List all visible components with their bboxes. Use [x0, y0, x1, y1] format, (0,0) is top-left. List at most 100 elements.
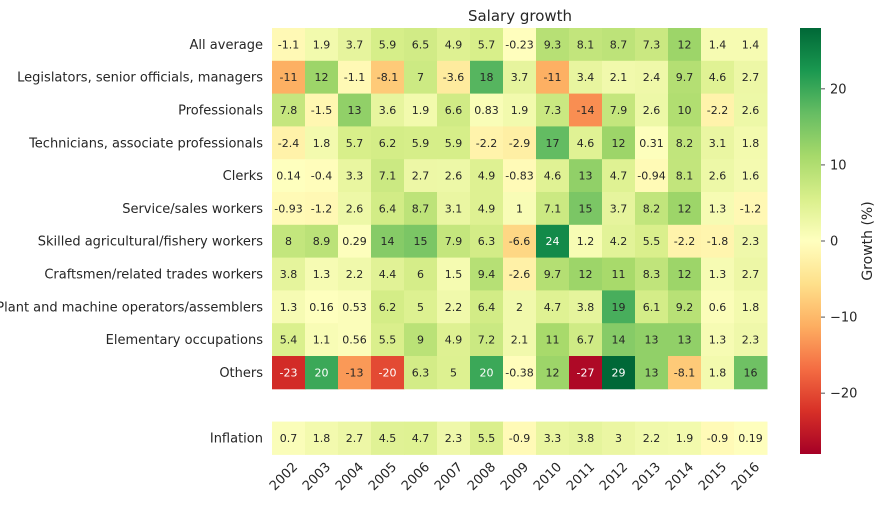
cell-value-label: 4.7	[610, 170, 628, 183]
cell-value-label: -0.4	[311, 170, 332, 183]
column-label: 2004	[333, 460, 367, 494]
heatmap-cell	[470, 126, 504, 160]
cell-value-label: 5.5	[478, 432, 496, 445]
cell-value-label: 3.1	[445, 202, 463, 215]
cell-value-label: 13	[678, 334, 692, 347]
heatmap-cell	[569, 224, 603, 259]
colorbar-label: Growth (%)	[860, 201, 876, 280]
heatmap-cell	[635, 356, 669, 390]
cell-value-label: -0.9	[707, 432, 728, 445]
cell-value-label: 1.3	[280, 301, 298, 314]
heatmap-cell	[635, 93, 669, 127]
heatmap-cell	[734, 323, 768, 357]
heatmap-cell	[371, 290, 405, 324]
heatmap-cell	[569, 93, 603, 127]
cell-value-label: 1	[516, 202, 523, 215]
cell-value-label: 2.1	[511, 334, 529, 347]
heatmap-cell	[635, 159, 669, 193]
cell-value-label: 1.8	[313, 432, 331, 445]
heatmap-cell	[701, 290, 735, 324]
heatmap-cell	[470, 28, 504, 62]
column-label: 2002	[267, 460, 301, 494]
heatmap-cell	[503, 192, 537, 226]
column-label: 2011	[564, 460, 598, 494]
heatmap-cell	[503, 93, 537, 127]
heatmap-cell	[437, 126, 471, 160]
heatmap-cell	[668, 421, 702, 455]
heatmap-cell	[569, 126, 603, 160]
heatmap-cell	[536, 224, 570, 259]
cell-value-label: 10	[678, 104, 692, 117]
heatmap-cell	[701, 126, 735, 160]
heatmap-cell	[734, 257, 768, 291]
cell-value-label: -14	[577, 104, 595, 117]
cell-value-label: 7.1	[379, 170, 397, 183]
cell-value-label: -0.38	[505, 366, 533, 379]
heatmap-cell	[404, 421, 438, 455]
heatmap-cell	[503, 28, 537, 62]
cell-value-label: 6.3	[478, 235, 496, 248]
column-label: 2014	[663, 460, 697, 494]
column-label: 2005	[366, 460, 400, 494]
heatmap-cell	[503, 257, 537, 291]
cell-value-label: 6	[417, 268, 424, 281]
cell-value-label: 11	[546, 334, 560, 347]
cell-value-label: 7	[417, 71, 424, 84]
cell-value-label: 2.7	[346, 432, 364, 445]
heatmap-cell	[734, 28, 768, 62]
row-label: Technicians, associate professionals	[28, 136, 263, 151]
heatmap-cell	[305, 224, 339, 259]
cell-value-label: 2.7	[742, 71, 760, 84]
heatmap-cell	[470, 356, 504, 390]
cell-value-label: 1.9	[412, 104, 430, 117]
heatmap-cell	[536, 28, 570, 62]
heatmap-cell	[338, 93, 372, 127]
cell-value-label: 12	[678, 202, 692, 215]
heatmap-cell	[470, 257, 504, 291]
cell-value-label: 1.8	[742, 137, 760, 150]
heatmap-cell	[536, 421, 570, 455]
heatmap-cell	[734, 290, 768, 324]
cell-value-label: 4.6	[709, 71, 727, 84]
cell-value-label: 0.14	[276, 170, 301, 183]
column-label: 2013	[630, 460, 664, 494]
heatmap-cell	[437, 356, 471, 390]
heatmap-cell	[338, 159, 372, 193]
cell-value-label: 20	[315, 366, 329, 379]
heatmap-cell	[338, 126, 372, 160]
heatmap-cell	[701, 192, 735, 226]
heatmap-cell	[602, 323, 636, 357]
heatmap-cell	[503, 356, 537, 390]
cell-value-label: 2.2	[643, 432, 661, 445]
column-label: 2015	[696, 460, 730, 494]
cell-value-label: 5.4	[280, 334, 298, 347]
heatmap-cell	[536, 257, 570, 291]
heatmap-cell	[404, 192, 438, 226]
heatmap-cell	[437, 290, 471, 324]
heatmap-cell	[668, 159, 702, 193]
cell-value-label: 7.3	[544, 104, 562, 117]
cell-value-label: 9.7	[544, 268, 562, 281]
cell-value-label: 7.9	[610, 104, 628, 117]
cell-value-label: -8.1	[377, 71, 398, 84]
heatmap-cell	[536, 323, 570, 357]
heatmap-cell	[305, 356, 339, 390]
heatmap-cell	[602, 28, 636, 62]
row-label: Craftsmen/related trades workers	[44, 268, 263, 283]
heatmap-cell	[635, 290, 669, 324]
cell-value-label: 9.2	[676, 301, 694, 314]
heatmap-cell	[371, 126, 405, 160]
heatmap-cell	[569, 356, 603, 390]
heatmap-cell	[272, 224, 306, 259]
cell-value-label: -8.1	[674, 366, 695, 379]
cell-value-label: 1.3	[709, 334, 727, 347]
cell-value-label: 12	[678, 268, 692, 281]
chart-title: Salary growth	[468, 7, 572, 25]
cell-value-label: 14	[381, 235, 395, 248]
heatmap-cell	[404, 257, 438, 291]
heatmap-cell	[437, 224, 471, 259]
cell-value-label: 6.4	[379, 202, 397, 215]
cell-value-label: 8.2	[676, 137, 694, 150]
row-label: Plant and machine operators/assemblers	[0, 300, 263, 315]
heatmap-cell	[371, 257, 405, 291]
